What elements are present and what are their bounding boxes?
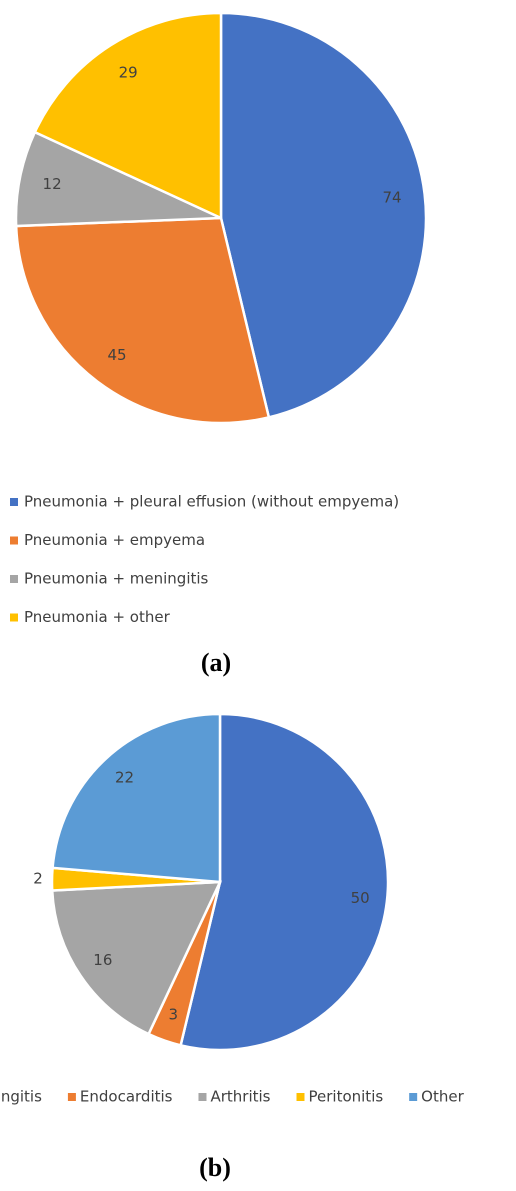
- legend-swatch: [10, 575, 18, 583]
- legend-swatch: [10, 536, 18, 545]
- data-label: 22: [115, 769, 134, 787]
- data-label: 2: [33, 869, 43, 887]
- legend-label: Peritonitis: [309, 1088, 384, 1106]
- caption: (b): [199, 1153, 231, 1182]
- legend-swatch: [409, 1093, 418, 1101]
- legend-label: Pneumonia + pleural effusion (without em…: [24, 493, 399, 511]
- data-label: 74: [382, 188, 401, 206]
- legend-swatch: [67, 1093, 76, 1101]
- pie-slice: [33, 11, 223, 220]
- legend-swatch: [10, 498, 18, 506]
- data-label: 45: [108, 346, 127, 364]
- data-label: 29: [119, 63, 138, 81]
- pie-slice: [50, 880, 223, 1036]
- caption: (a): [201, 648, 231, 677]
- data-label: 12: [43, 175, 62, 193]
- pie-slice: [14, 216, 271, 425]
- legend-label: Meningitis: [0, 1088, 42, 1106]
- pie-slice: [51, 712, 222, 884]
- legend-swatch: [198, 1093, 207, 1101]
- legend-label: Other: [421, 1088, 464, 1106]
- pie-slice: [14, 130, 222, 228]
- legend-label: Pneumonia + meningitis: [24, 570, 209, 588]
- data-label: 3: [168, 1006, 178, 1024]
- legend-swatch: [296, 1093, 305, 1101]
- pie-slice: [219, 11, 428, 419]
- legend-label: Pneumonia + empyema: [24, 531, 205, 549]
- data-label: 16: [93, 951, 112, 969]
- legend-swatch: [10, 613, 18, 622]
- legend-label: Arthritis: [210, 1088, 270, 1106]
- legend-label: Pneumonia + other: [24, 608, 171, 626]
- pie-slice: [179, 712, 390, 1052]
- data-label: 50: [351, 889, 370, 907]
- legend-label: Endocarditis: [80, 1088, 173, 1106]
